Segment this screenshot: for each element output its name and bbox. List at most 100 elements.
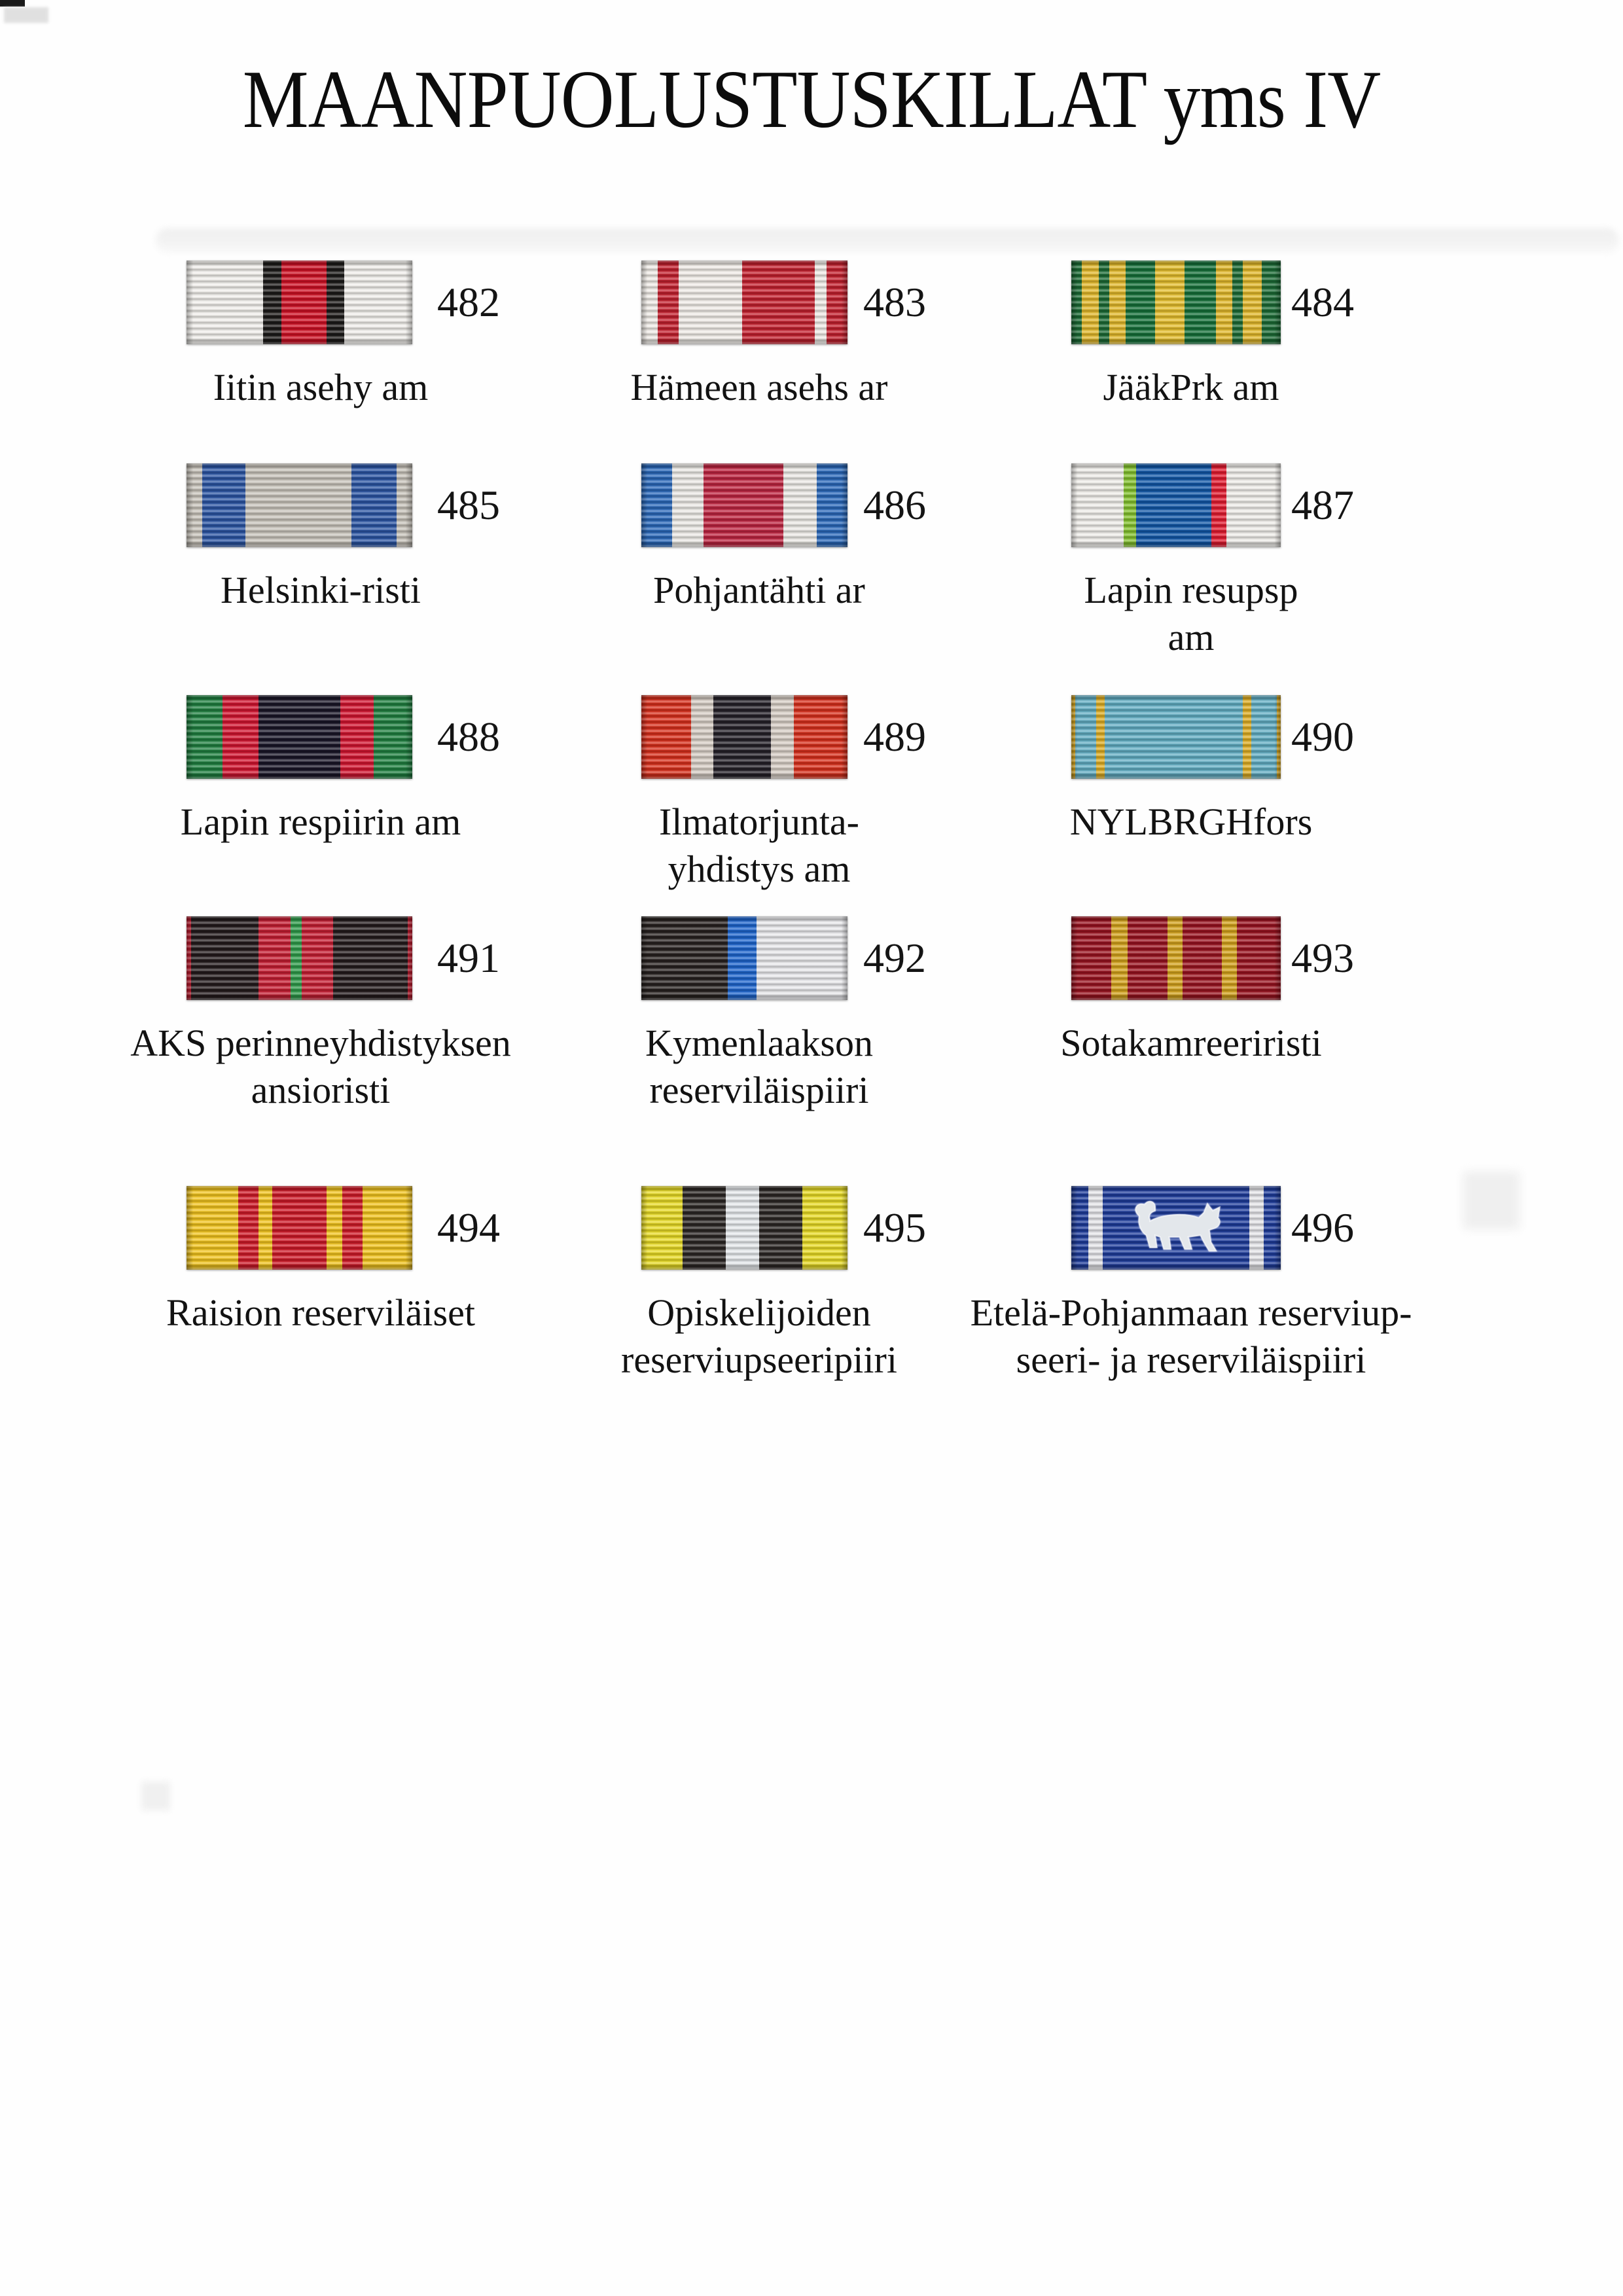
ribbon-stripe (1276, 695, 1281, 779)
ribbon-bar-image-494 (187, 1186, 412, 1270)
ribbon-number: 486 (863, 482, 926, 528)
ribbon-stripe (690, 695, 714, 779)
ribbon-stripe (301, 916, 334, 1000)
ribbon-stripe (187, 916, 191, 1000)
ribbon-stripe (816, 463, 847, 547)
ribbon-stripe (1082, 260, 1099, 344)
caption-line: Sotakamreeriristi (1060, 1022, 1322, 1064)
ribbon-entry-482: 482 Iitin asehy am (79, 260, 563, 411)
ribbon-bar-image-484 (1071, 260, 1281, 344)
ribbon-stripe (340, 695, 374, 779)
caption-line: yhdistys am (668, 847, 851, 890)
ribbon-stripe (641, 916, 728, 1000)
ribbon-stripe (1211, 463, 1226, 547)
ribbon-number: 489 (863, 713, 926, 760)
ribbon-entry-492: 492 Kymenlaakson reserviläispiiri (543, 916, 975, 1114)
ribbon-stripe (1126, 260, 1155, 344)
ribbon-stripe (408, 916, 412, 1000)
ribbon-caption: Lapin resupsp am (929, 567, 1453, 661)
ribbon-stripe (333, 916, 408, 1000)
caption-line: Kymenlaakson (645, 1022, 873, 1064)
caption-line: Raision reserviläiset (166, 1291, 475, 1334)
ribbon-number: 485 (437, 482, 500, 528)
ribbon-entry-484: 484 JääkPrk am (929, 260, 1453, 411)
ribbon-stripe (363, 1186, 412, 1270)
ribbon-stripe (374, 695, 412, 779)
ribbon-caption: Ilmatorjunta-yhdistys am (543, 798, 975, 893)
ribbon-entry-494: 494 Raision reserviläiset (79, 1186, 563, 1336)
ribbon-caption: Hämeen asehs ar (543, 364, 975, 411)
ribbon-entry-489: 489 Ilmatorjunta-yhdistys am (543, 695, 975, 893)
scan-artifact-bottom-smudge (141, 1782, 170, 1810)
ribbon-stripe (827, 260, 847, 344)
ribbon-bar-image-495 (641, 1186, 847, 1270)
caption-line: Lapin resupsp (1084, 569, 1298, 611)
ribbon-stripe (259, 916, 291, 1000)
ribbon-bar-image-482 (187, 260, 412, 344)
ribbon-bar-image-485 (187, 463, 412, 547)
ribbon-stripe (272, 1186, 327, 1270)
ribbon-stripe (641, 695, 691, 779)
ribbon-entry-483: 483 Hämeen asehs ar (543, 260, 975, 411)
ribbon-stripe (1071, 463, 1124, 547)
ribbon-stripe (814, 260, 827, 344)
ribbon-stripe (326, 260, 345, 344)
ribbon-caption: Sotakamreeriristi (929, 1020, 1453, 1067)
ribbon-stripe (1071, 1186, 1088, 1270)
ribbon-stripe (683, 1186, 726, 1270)
ribbon-stripe (342, 1186, 363, 1270)
ribbon-bar-image-496 (1071, 1186, 1281, 1270)
ribbon-stripe (187, 260, 264, 344)
ribbon-bar-image-489 (641, 695, 847, 779)
ribbon-stripe (742, 260, 815, 344)
ribbon-stripe (1071, 695, 1076, 779)
ribbon-stripe (1075, 695, 1097, 779)
ribbon-entry-490: 490 NYLBRGHfors (929, 695, 1453, 846)
caption-line: NYLBRGHfors (1069, 800, 1313, 843)
ribbon-number: 487 (1291, 482, 1354, 528)
ribbon-stripe (1128, 916, 1168, 1000)
ribbon-stripe (187, 1186, 239, 1270)
ribbon-stripe (678, 260, 743, 344)
lynx-emblem-icon (1135, 1200, 1221, 1251)
ribbon-caption: Raision reserviläiset (79, 1289, 563, 1336)
ribbon-stripe (783, 463, 817, 547)
ribbon-stripe (1243, 695, 1252, 779)
ribbon-caption: JääkPrk am (929, 364, 1453, 411)
ribbon-bar-image-492 (641, 916, 847, 1000)
caption-line: am (1168, 615, 1215, 658)
ribbon-number: 494 (437, 1204, 500, 1251)
ribbon-stripe (758, 1186, 802, 1270)
ribbon-number: 493 (1291, 935, 1354, 981)
ribbon-stripe (1222, 916, 1237, 1000)
ribbon-entry-495: 495 Opiskelijoiden reserviupseeripiiri (543, 1186, 975, 1384)
ribbon-stripe (1088, 1186, 1103, 1270)
ribbon-stripe (1182, 916, 1222, 1000)
ribbon-entry-486: 486 Pohjantähti ar (543, 463, 975, 614)
ribbon-stripe (1105, 695, 1243, 779)
ribbon-stripe (1226, 463, 1281, 547)
caption-line: ansioristi (251, 1068, 391, 1111)
ribbon-stripe (281, 260, 327, 344)
scan-artifact-gray-band (156, 228, 1619, 253)
ribbon-stripe (658, 260, 679, 344)
ribbon-entry-491: 491 AKS perinneyhdistyksen ansioristi (79, 916, 563, 1114)
ribbon-stripe (187, 695, 223, 779)
ribbon-stripe (245, 463, 351, 547)
ribbon-bar-image-490 (1071, 695, 1281, 779)
ribbon-stripe (187, 463, 203, 547)
ribbon-stripe (202, 463, 245, 547)
ribbon-stripe (1262, 260, 1281, 344)
caption-line: Pohjantähti ar (653, 569, 865, 611)
ribbon-bar-image-486 (641, 463, 847, 547)
ribbon-caption: Lapin respiirin am (79, 798, 563, 846)
ribbon-caption: Etelä-Pohjanmaan reserviup-seeri- ja res… (929, 1289, 1453, 1384)
ribbon-stripe (1109, 260, 1126, 344)
scan-artifact-right-smudge (1463, 1172, 1520, 1229)
ribbon-entry-496: 496 Etelä-Pohjanmaan reserviup-seeri- ja … (929, 1186, 1453, 1384)
ribbon-stripe (703, 463, 784, 547)
ribbon-caption: Helsinki-risti (79, 567, 563, 614)
caption-line: Etelä-Pohjanmaan reserviup- (970, 1291, 1412, 1334)
ribbon-number: 490 (1291, 713, 1354, 760)
